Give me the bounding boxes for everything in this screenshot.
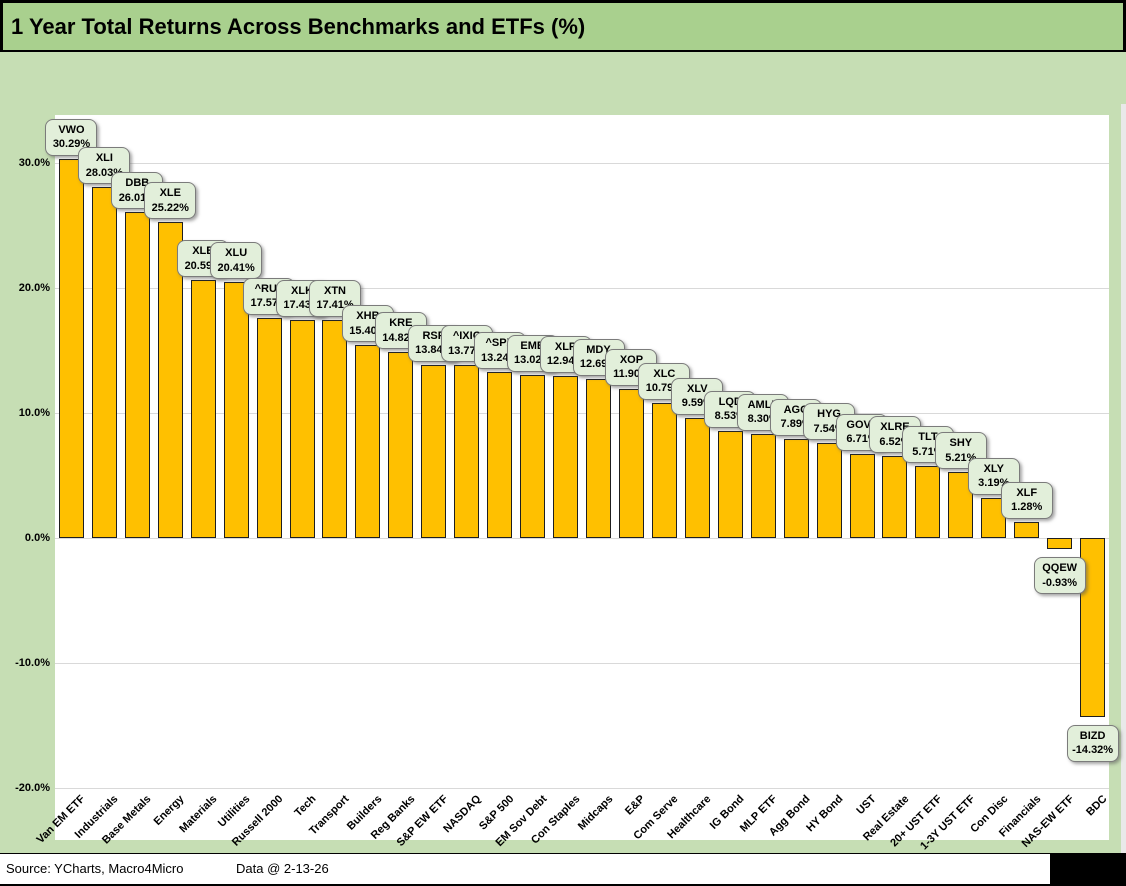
- ticker-text: XLI: [95, 152, 113, 165]
- ticker-text: BIZD: [1079, 729, 1106, 742]
- value-text: 30.29%: [52, 138, 91, 151]
- data-label-XLF: XLF 1.28%: [1000, 481, 1053, 519]
- source-text: Source: YCharts, Macro4Micro: [6, 861, 184, 876]
- value-text: -14.32%: [1072, 744, 1114, 756]
- bar-MDY: [586, 378, 611, 538]
- bar-XLY: [981, 497, 1007, 538]
- ticker-text: QQEW: [1042, 562, 1078, 575]
- ticker-text: SHY: [949, 437, 973, 450]
- ticker-text: XLB: [192, 245, 215, 258]
- value-text: 20.41%: [217, 261, 255, 274]
- right-edge-strip: [1121, 104, 1126, 886]
- bar-AMLP: [750, 433, 776, 538]
- y-axis-tick-label: 10.0%: [18, 406, 50, 419]
- data-label-XLE: XLE 25.22%: [144, 182, 197, 220]
- bar-XLB: [190, 280, 216, 538]
- ticker-text: HYG: [817, 408, 841, 421]
- y-axis-tick-label: 20.0%: [18, 281, 50, 294]
- gridline: [55, 162, 1109, 164]
- chart-title: 1 Year Total Returns Across Benchmarks a…: [11, 13, 586, 39]
- bar-XOP: [618, 388, 644, 538]
- gridline: [55, 662, 1109, 664]
- ticker-text: DBB: [125, 177, 150, 190]
- ticker-text: TLT: [918, 431, 938, 444]
- bar-XLRE: [882, 456, 908, 538]
- ticker-text: XLY: [983, 462, 1004, 475]
- y-axis-tick-label: 30.0%: [18, 156, 50, 169]
- bar-AGG: [783, 438, 809, 538]
- bar-XLU: [223, 282, 249, 538]
- bar-KRE: [388, 352, 414, 538]
- bar-SPX: [487, 372, 513, 538]
- bar-XTN: [322, 319, 348, 538]
- data-label-QQEW: QQEW -0.93%: [1033, 557, 1086, 595]
- ticker-text: AGG: [783, 403, 809, 416]
- ticker-text: RSP: [422, 329, 446, 342]
- bar-LQD: [717, 430, 743, 538]
- ticker-text: XLF: [1016, 486, 1038, 499]
- y-axis-tick-label: -20.0%: [15, 781, 50, 794]
- ticker-text: XOP: [619, 353, 644, 366]
- bar-RSP: [421, 364, 447, 538]
- page-top-border: [0, 0, 1126, 3]
- data-date-text: Data @ 2-13-26: [236, 861, 329, 876]
- ticker-text: MDY: [586, 343, 611, 356]
- bar-TLT: [915, 466, 941, 538]
- bar-RUT: [256, 317, 282, 538]
- ticker-text: KRE: [389, 317, 413, 330]
- source-bar: Source: YCharts, Macro4Micro Data @ 2-13…: [0, 853, 1126, 886]
- ticker-text: XLU: [225, 247, 248, 260]
- bar-VWO: [58, 158, 84, 538]
- ticker-text: XLV: [687, 382, 708, 395]
- ticker-text: LQD: [718, 395, 742, 408]
- ticker-text: XLC: [653, 367, 676, 380]
- ticker-text: VWO: [58, 123, 85, 136]
- chart-title-bar: 1 Year Total Returns Across Benchmarks a…: [0, 3, 1126, 52]
- bar-IXIC: [454, 365, 480, 538]
- ticker-text: XLE: [159, 187, 181, 200]
- y-axis-tick-label: -10.0%: [15, 656, 50, 669]
- bar-GOVT: [849, 453, 875, 538]
- bar-QQEW: [1047, 537, 1073, 550]
- bar-DBB: [124, 212, 150, 538]
- bar-XLP: [553, 375, 579, 538]
- ticker-text: XHB: [356, 310, 380, 322]
- gridline: [55, 412, 1109, 414]
- ticker-text: EMB: [520, 339, 545, 352]
- bar-EMB: [520, 374, 546, 538]
- gridline: [55, 537, 1109, 539]
- bar-XLV: [684, 417, 710, 538]
- ticker-text: XLP: [554, 340, 577, 353]
- gridline: [55, 287, 1109, 289]
- redacted-logo-box: [1050, 854, 1126, 885]
- ticker-text: XTN: [323, 284, 346, 297]
- bar-HYG: [816, 443, 842, 538]
- bar-XLI: [91, 187, 117, 538]
- chart-area: 30.0% 20.0% 10.0% 0.0% -10.0% -20.0% VWO 30.29…: [0, 52, 1126, 886]
- value-text: 25.22%: [151, 201, 189, 214]
- bar-XHB: [355, 345, 381, 538]
- bar-XLC: [651, 402, 677, 538]
- ticker-text: XLK: [291, 284, 314, 297]
- value-text: 1.28%: [1011, 501, 1043, 513]
- value-text: -0.93%: [1042, 576, 1078, 589]
- data-label-XLU: XLU 20.41%: [210, 242, 263, 280]
- y-axis-tick-label: 0.0%: [24, 531, 50, 544]
- gridline: [55, 787, 1109, 789]
- bar-XLF: [1014, 521, 1040, 538]
- data-label-BIZD: BIZD -14.32%: [1066, 724, 1119, 762]
- bar-XLK: [289, 319, 315, 538]
